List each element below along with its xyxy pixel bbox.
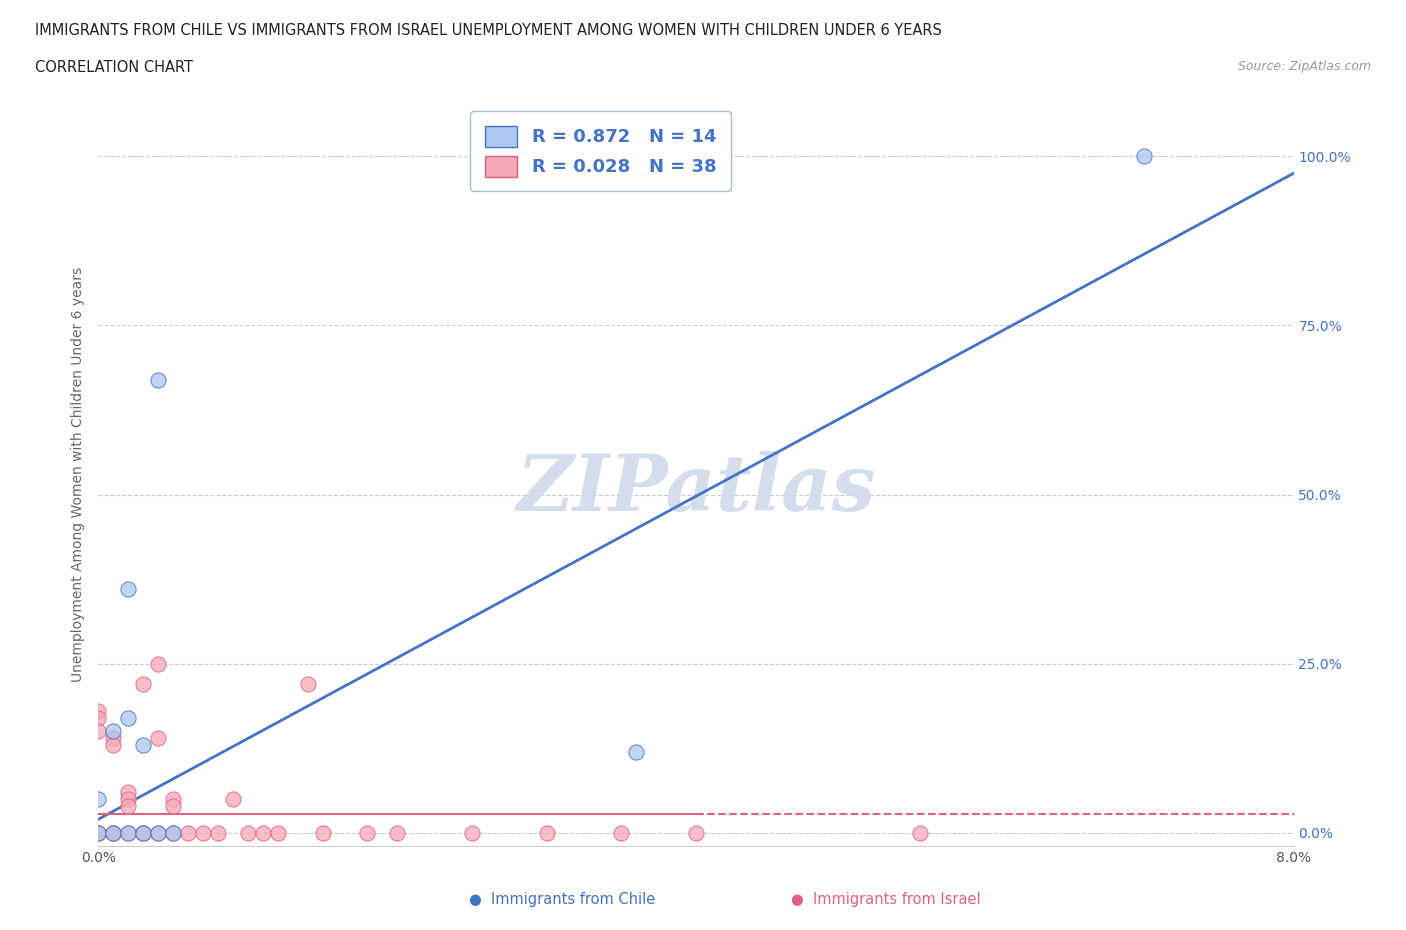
Point <box>162 825 184 840</box>
Point <box>222 791 245 806</box>
Point <box>685 825 707 840</box>
Point <box>148 372 170 387</box>
Point <box>236 825 259 840</box>
Text: ●  Immigrants from Israel: ● Immigrants from Israel <box>792 892 980 907</box>
Point <box>148 825 170 840</box>
Point <box>117 825 139 840</box>
Point <box>87 704 110 719</box>
Point <box>162 791 184 806</box>
Point <box>191 825 214 840</box>
Text: CORRELATION CHART: CORRELATION CHART <box>35 60 193 75</box>
Point <box>117 825 139 840</box>
Point <box>87 791 110 806</box>
Point <box>87 825 110 840</box>
Point <box>117 711 139 725</box>
Point <box>117 798 139 813</box>
Point <box>87 825 110 840</box>
Point <box>148 825 170 840</box>
Text: Source: ZipAtlas.com: Source: ZipAtlas.com <box>1237 60 1371 73</box>
Text: IMMIGRANTS FROM CHILE VS IMMIGRANTS FROM ISRAEL UNEMPLOYMENT AMONG WOMEN WITH CH: IMMIGRANTS FROM CHILE VS IMMIGRANTS FROM… <box>35 23 942 38</box>
Text: ●  Immigrants from Chile: ● Immigrants from Chile <box>470 892 655 907</box>
Point <box>624 744 647 759</box>
Point <box>103 724 125 738</box>
Point <box>162 825 184 840</box>
Point <box>461 825 484 840</box>
Point <box>103 825 125 840</box>
Point <box>297 676 319 691</box>
Point <box>177 825 200 840</box>
Text: ZIPatlas: ZIPatlas <box>516 451 876 527</box>
Point <box>103 737 125 752</box>
Legend: R = 0.872   N = 14, R = 0.028   N = 38: R = 0.872 N = 14, R = 0.028 N = 38 <box>470 112 731 191</box>
Point <box>117 582 139 597</box>
Point <box>610 825 633 840</box>
Point <box>148 657 170 671</box>
Point <box>908 825 931 840</box>
Point <box>536 825 558 840</box>
Point <box>87 724 110 738</box>
Point <box>148 731 170 746</box>
Point <box>207 825 229 840</box>
Point <box>311 825 333 840</box>
Point <box>103 731 125 746</box>
Point <box>87 825 110 840</box>
Point <box>132 676 155 691</box>
Y-axis label: Unemployment Among Women with Children Under 6 years: Unemployment Among Women with Children U… <box>70 267 84 682</box>
Point <box>356 825 378 840</box>
Point <box>132 825 155 840</box>
Point <box>132 737 155 752</box>
Point <box>132 825 155 840</box>
Point <box>132 825 155 840</box>
Point <box>385 825 409 840</box>
Point <box>1133 149 1156 164</box>
Point <box>117 785 139 800</box>
Point <box>117 791 139 806</box>
Point <box>267 825 290 840</box>
Point <box>103 825 125 840</box>
Point <box>162 798 184 813</box>
Point <box>87 711 110 725</box>
Point <box>103 825 125 840</box>
Point <box>252 825 274 840</box>
